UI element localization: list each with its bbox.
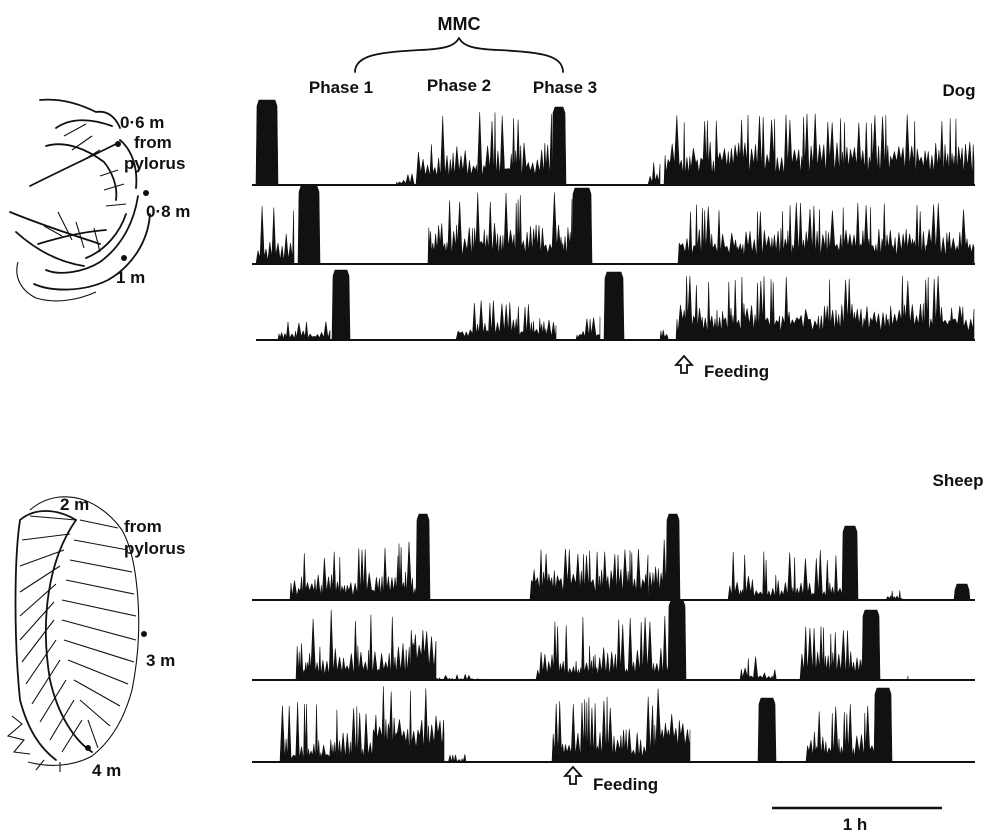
spike-burst [799,626,863,681]
dog-trace-0-8m [252,185,975,265]
phase3-burst [255,99,279,186]
sheep-intestine-illustration [6,496,147,772]
spike-burst [409,630,437,681]
sheep-feeding-label: Feeding [593,775,658,794]
feeding-arrow-icon [562,765,584,785]
spike-burst [663,113,975,186]
phase3-burst [861,609,881,681]
spike-burst [675,275,975,341]
spike-burst [575,316,601,341]
phase2-label: Phase 2 [427,76,491,95]
sheep-trace-4m [252,686,975,763]
spike-burst [899,675,909,681]
spike-burst [277,321,331,341]
spike-burst [255,206,295,265]
dog-trace-0-6m [252,99,975,186]
phase3-burst [551,106,567,186]
mmc-bracket [354,37,564,73]
spike-burst [805,704,875,763]
spike-burst [415,112,553,186]
spike-burst [551,696,655,763]
phase3-burst [331,269,351,341]
sheep-site-3: 4 m [92,761,121,780]
sheep-site-1-pylorus: pylorus [124,539,185,558]
dog-site-1: 0·6 m [120,113,164,132]
dog-site-1-pylorus: pylorus [124,154,185,173]
phase3-burst [841,525,859,601]
spike-burst [397,541,417,601]
spike-burst [535,615,669,681]
spike-burst [739,656,777,681]
mmc-label: MMC [438,14,481,34]
spike-burst [395,173,415,186]
phase1-label: Phase 1 [309,78,373,97]
phase3-burst [667,599,687,681]
spike-burst [289,547,399,601]
phase3-burst [665,513,681,601]
spike-burst [677,202,975,265]
spike-burst [295,609,411,681]
dog-site-2: 0·8 m [146,202,190,221]
spike-burst [647,162,661,186]
scale-label: 1 h [843,815,868,834]
phase3-label: Phase 3 [533,78,597,97]
spike-burst [529,548,649,601]
sheep-site-1: 2 m [60,495,89,514]
dog-site-3: 1 m [116,268,145,287]
spike-burst [435,674,481,681]
spike-burst [653,688,691,763]
spike-burst [885,590,903,601]
phase3-burst [873,687,893,763]
spike-burst [647,539,667,601]
phase3-burst [953,583,971,601]
spike-burst [443,754,467,763]
spike-burst [371,686,445,763]
dog-traces [252,99,975,341]
sheep-site-1-from: from [124,517,162,536]
phase3-burst [571,187,593,265]
sheep-site-2: 3 m [146,651,175,670]
spike-burst [727,550,843,601]
phase3-burst [297,185,321,265]
spike-burst [279,702,373,763]
spike-burst [455,300,557,341]
dog-intestine-illustration [9,98,151,302]
spike-burst [427,192,573,265]
dog-feeding-label: Feeding [704,362,769,381]
sheep-trace-3m [252,599,975,681]
feeding-arrow-icon [673,354,695,374]
sheep-title: Sheep [932,471,983,490]
sheep-trace-2m [252,513,975,601]
spike-burst [659,329,669,341]
phase3-burst [757,697,777,763]
phase3-burst [603,271,625,341]
dog-title: Dog [942,81,975,100]
sheep-traces [252,513,975,763]
dog-trace-1m [256,269,975,341]
phase3-burst [415,513,431,601]
dog-site-1-from: from [134,133,172,152]
